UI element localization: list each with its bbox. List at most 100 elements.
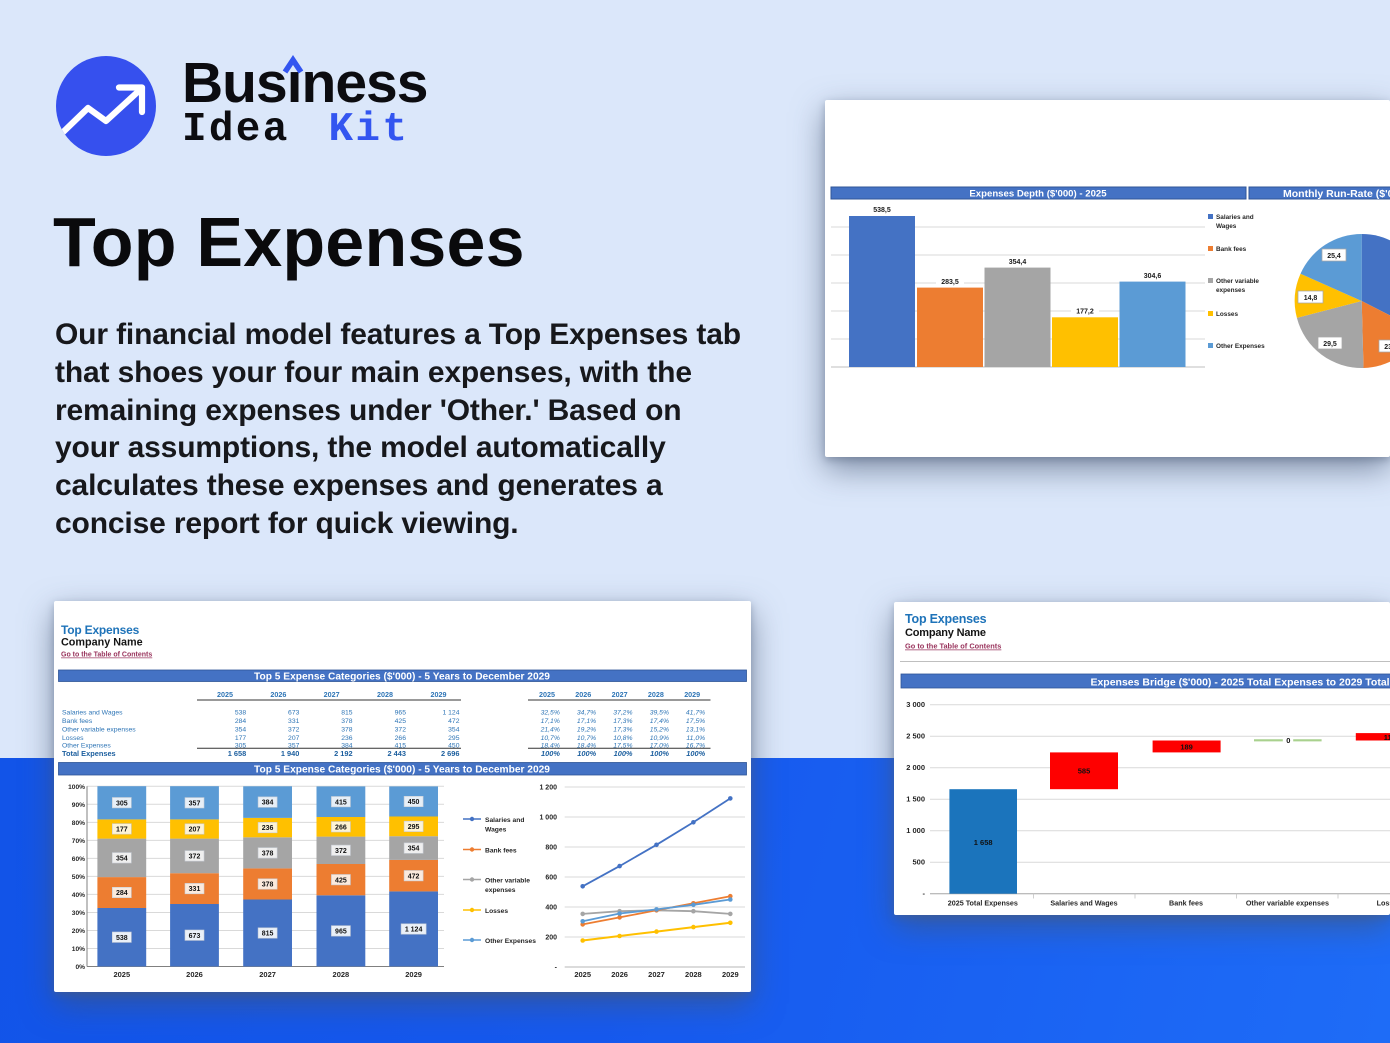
svg-text:17,1%: 17,1%: [541, 718, 560, 725]
svg-text:25,4: 25,4: [1327, 253, 1341, 260]
svg-text:Bank fees: Bank fees: [62, 718, 93, 725]
svg-text:Losses: Losses: [1377, 899, 1390, 908]
svg-text:372: 372: [189, 854, 201, 861]
svg-text:295: 295: [448, 735, 460, 742]
svg-text:295: 295: [408, 824, 420, 831]
svg-text:207: 207: [189, 827, 201, 834]
svg-text:17,4%: 17,4%: [650, 718, 669, 725]
svg-text:177: 177: [116, 827, 128, 834]
svg-text:2 443: 2 443: [388, 749, 407, 758]
svg-text:378: 378: [262, 882, 274, 889]
svg-text:Go to the Table of Contents: Go to the Table of Contents: [61, 652, 152, 659]
svg-text:2025: 2025: [113, 970, 130, 979]
svg-text:305: 305: [235, 742, 247, 749]
svg-text:0: 0: [1286, 736, 1290, 745]
svg-text:Losses: Losses: [485, 908, 508, 915]
svg-text:Wages: Wages: [485, 827, 507, 834]
svg-text:41,7%: 41,7%: [686, 710, 705, 717]
svg-text:Other variable: Other variable: [1216, 278, 1259, 285]
svg-text:538,5: 538,5: [873, 207, 891, 214]
svg-text:331: 331: [189, 886, 201, 893]
svg-text:Top Expenses: Top Expenses: [61, 623, 140, 637]
svg-text:673: 673: [288, 710, 300, 717]
svg-text:40%: 40%: [72, 892, 85, 899]
svg-text:39,5%: 39,5%: [650, 710, 669, 717]
svg-text:-: -: [555, 965, 558, 972]
svg-text:32,5%: 32,5%: [541, 710, 560, 717]
svg-text:expenses: expenses: [485, 887, 516, 894]
svg-text:Losses: Losses: [62, 735, 84, 742]
svg-text:2028: 2028: [685, 970, 702, 979]
svg-text:Top 5 Expense Categories ($'00: Top 5 Expense Categories ($'000) - 5 Yea…: [254, 672, 550, 683]
svg-text:17,0%: 17,0%: [650, 742, 669, 749]
svg-text:284: 284: [235, 718, 247, 725]
svg-text:357: 357: [288, 742, 300, 749]
svg-text:3 000: 3 000: [906, 700, 925, 709]
svg-text:538: 538: [116, 935, 128, 942]
svg-text:Go to the Table of Contents: Go to the Table of Contents: [905, 642, 1001, 651]
svg-text:Other Expenses: Other Expenses: [1216, 343, 1265, 350]
svg-text:2028: 2028: [377, 690, 393, 699]
svg-text:Top Expenses: Top Expenses: [905, 612, 987, 626]
svg-text:673: 673: [189, 933, 201, 940]
svg-text:2 696: 2 696: [441, 749, 460, 758]
svg-text:20%: 20%: [72, 928, 85, 935]
svg-text:1 000: 1 000: [906, 826, 925, 835]
svg-text:Other variable expenses: Other variable expenses: [1246, 899, 1329, 908]
svg-text:425: 425: [335, 877, 347, 884]
svg-text:2025: 2025: [574, 970, 591, 979]
svg-text:Salaries and Wages: Salaries and Wages: [1050, 899, 1117, 908]
svg-text:13,1%: 13,1%: [686, 727, 705, 734]
svg-text:17,1%: 17,1%: [577, 718, 596, 725]
svg-text:200: 200: [545, 935, 557, 942]
svg-text:Salaries and: Salaries and: [1216, 214, 1254, 221]
svg-text:1 658: 1 658: [228, 749, 247, 758]
svg-text:Salaries and: Salaries and: [485, 817, 524, 824]
svg-text:236: 236: [262, 825, 274, 832]
svg-text:30%: 30%: [72, 910, 85, 917]
svg-text:2027: 2027: [324, 690, 340, 699]
svg-text:18,4%: 18,4%: [541, 742, 560, 749]
svg-text:965: 965: [335, 929, 347, 936]
svg-text:2025: 2025: [217, 690, 233, 699]
svg-text:80%: 80%: [72, 820, 85, 827]
svg-text:100%: 100%: [577, 749, 596, 758]
svg-text:266: 266: [395, 735, 407, 742]
svg-text:354: 354: [235, 727, 247, 734]
svg-text:Bank fees: Bank fees: [1216, 246, 1247, 253]
svg-text:2 500: 2 500: [906, 732, 925, 741]
svg-text:Company Name: Company Name: [61, 637, 143, 649]
svg-text:17,3%: 17,3%: [613, 727, 632, 734]
svg-text:1 200: 1 200: [539, 785, 557, 792]
svg-text:1 124: 1 124: [405, 927, 423, 934]
svg-text:384: 384: [341, 742, 353, 749]
svg-text:Total Expenses: Total Expenses: [62, 749, 116, 758]
svg-text:60%: 60%: [72, 856, 85, 863]
svg-text:Other Expenses: Other Expenses: [62, 742, 111, 749]
svg-text:2025 Total Expenses: 2025 Total Expenses: [948, 899, 1018, 908]
svg-text:378: 378: [341, 718, 353, 725]
svg-text:90%: 90%: [72, 802, 85, 809]
svg-text:100%: 100%: [541, 749, 560, 758]
svg-text:50%: 50%: [72, 874, 85, 881]
svg-text:1 658: 1 658: [974, 838, 993, 847]
svg-text:2029: 2029: [405, 970, 422, 979]
svg-text:Other Expenses: Other Expenses: [485, 938, 536, 945]
svg-text:118: 118: [1384, 733, 1390, 742]
svg-text:815: 815: [341, 710, 353, 717]
svg-text:10,9%: 10,9%: [650, 735, 669, 742]
svg-text:11,0%: 11,0%: [686, 735, 705, 742]
svg-text:70%: 70%: [72, 838, 85, 845]
svg-text:Company Name: Company Name: [905, 627, 986, 639]
svg-text:23,6: 23,6: [1384, 344, 1390, 351]
svg-text:2027: 2027: [612, 690, 628, 699]
svg-text:2025: 2025: [539, 690, 555, 699]
svg-text:2027: 2027: [648, 970, 665, 979]
svg-text:472: 472: [448, 718, 460, 725]
svg-text:Monthly Run-Rate ($'000): Monthly Run-Rate ($'000): [1283, 188, 1390, 200]
svg-text:2028: 2028: [648, 690, 664, 699]
svg-text:354: 354: [408, 846, 420, 853]
svg-text:600: 600: [545, 875, 557, 882]
svg-text:415: 415: [335, 799, 347, 806]
svg-text:100%: 100%: [614, 749, 633, 758]
